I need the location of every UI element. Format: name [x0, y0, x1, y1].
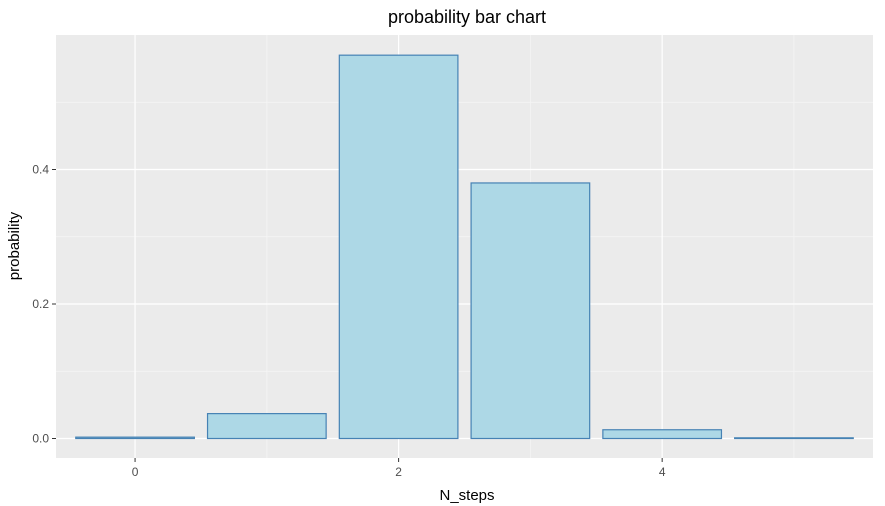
axis-ticks [52, 168, 663, 462]
bar [470, 182, 591, 440]
bar [734, 437, 854, 440]
bar [75, 436, 195, 440]
bar [206, 413, 327, 440]
chart-title: probability bar chart [388, 7, 546, 27]
x-tick-label: 2 [395, 465, 402, 479]
y-tick-label: 0.0 [32, 431, 49, 445]
plot-panel [56, 35, 873, 458]
y-tick-label: 0.2 [32, 297, 49, 311]
axis-tick-labels: 0 2 4 0.0 0.2 0.4 [32, 162, 666, 479]
bar [602, 429, 723, 440]
x-tick-label: 0 [132, 465, 139, 479]
bar [338, 54, 459, 440]
y-tick-label: 0.4 [32, 162, 49, 176]
y-axis-title: probability [6, 211, 23, 280]
x-axis-title: N_steps [439, 487, 494, 504]
bar-series [75, 54, 854, 440]
x-tick-label: 4 [659, 465, 666, 479]
